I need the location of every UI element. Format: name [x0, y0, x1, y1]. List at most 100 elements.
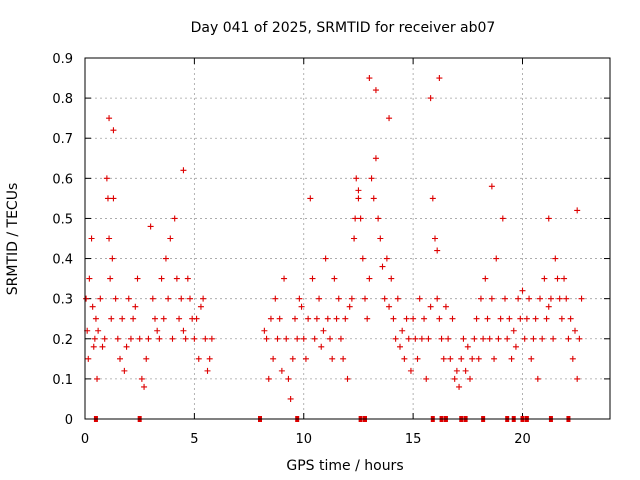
- data-point: [156, 335, 163, 342]
- data-point: [160, 315, 167, 322]
- data-point: [283, 335, 290, 342]
- data-point: [563, 295, 570, 302]
- data-point: [261, 327, 268, 334]
- data-point: [554, 275, 561, 282]
- data-point: [99, 343, 106, 350]
- data-point: [348, 295, 355, 302]
- data-point: [473, 315, 480, 322]
- data-point: [327, 335, 333, 342]
- data-point: [401, 355, 408, 362]
- y-tick-label: 0.3: [52, 293, 73, 308]
- y-tick-label: 0: [65, 413, 73, 428]
- data-point: [117, 355, 123, 362]
- data-point: [410, 315, 417, 322]
- data-point: [204, 367, 211, 374]
- data-point: [451, 375, 458, 382]
- data-point: [265, 375, 272, 382]
- data-point: [558, 315, 565, 322]
- data-point: [106, 115, 113, 122]
- data-point: [545, 303, 552, 310]
- data-point: [300, 335, 307, 342]
- data-point: [379, 263, 386, 270]
- data-point: [539, 335, 546, 342]
- data-point: [191, 335, 198, 342]
- data-point: [342, 315, 349, 322]
- data-point: [278, 367, 285, 374]
- data-point: [471, 335, 478, 342]
- data-point: [90, 343, 97, 350]
- data-point: [366, 275, 373, 282]
- data-point: [436, 315, 443, 322]
- data-point: [320, 327, 327, 334]
- data-point: [493, 255, 500, 262]
- data-point: [322, 255, 329, 262]
- data-point: [298, 303, 305, 310]
- data-point: [458, 355, 465, 362]
- data-point: [526, 295, 533, 302]
- data-point: [521, 335, 528, 342]
- data-point: [477, 295, 484, 302]
- data-point: [357, 215, 364, 222]
- data-point: [316, 295, 323, 302]
- data-point: [340, 355, 347, 362]
- data-points: [83, 75, 585, 422]
- data-point: [154, 327, 161, 334]
- data-point: [394, 295, 401, 302]
- data-point: [149, 295, 156, 302]
- data-point: [108, 315, 115, 322]
- axes: 0 0.1 0.2 0.3 0.4 0.5 0.6 0.7 0.8 0.9 0 5 10 15 20: [52, 52, 610, 447]
- data-point: [267, 315, 274, 322]
- data-point: [180, 327, 187, 334]
- data-point: [147, 223, 154, 230]
- data-point: [390, 315, 397, 322]
- data-point: [547, 295, 554, 302]
- data-point: [469, 355, 476, 362]
- data-point: [375, 215, 382, 222]
- data-point: [276, 315, 283, 322]
- data-point: [432, 235, 438, 242]
- data-point: [545, 215, 552, 222]
- data-point: [333, 315, 340, 322]
- data-point: [550, 335, 557, 342]
- data-point: [427, 303, 434, 310]
- data-point: [399, 327, 406, 334]
- data-point: [480, 335, 487, 342]
- data-point: [281, 275, 288, 282]
- data-point: [143, 355, 150, 362]
- data-point: [162, 255, 169, 262]
- data-point: [307, 195, 314, 202]
- data-point: [184, 275, 191, 282]
- y-tick-label: 0.5: [52, 212, 73, 227]
- data-point: [372, 87, 379, 94]
- data-point: [289, 355, 296, 362]
- data-point: [572, 327, 578, 334]
- data-point: [523, 315, 530, 322]
- data-point: [504, 335, 511, 342]
- data-point: [103, 175, 110, 182]
- data-point: [512, 343, 519, 350]
- data-point: [541, 275, 548, 282]
- data-point: [510, 327, 517, 334]
- data-point: [530, 335, 537, 342]
- y-tick-label: 0.9: [52, 52, 73, 67]
- data-point: [127, 335, 134, 342]
- data-point: [407, 367, 414, 374]
- data-point: [368, 175, 375, 182]
- data-point: [106, 235, 113, 242]
- data-point: [436, 75, 443, 82]
- data-point: [412, 335, 419, 342]
- data-point: [351, 235, 358, 242]
- data-point: [85, 355, 92, 362]
- data-point: [497, 315, 504, 322]
- y-tick-label: 0.4: [52, 253, 73, 268]
- data-point: [499, 215, 506, 222]
- data-point: [386, 303, 393, 310]
- data-point: [362, 295, 368, 302]
- data-point: [486, 335, 493, 342]
- data-point: [467, 375, 473, 382]
- data-point: [272, 295, 279, 302]
- data-point: [263, 335, 270, 342]
- data-point: [352, 215, 359, 222]
- data-point: [434, 295, 441, 302]
- data-point: [296, 295, 303, 302]
